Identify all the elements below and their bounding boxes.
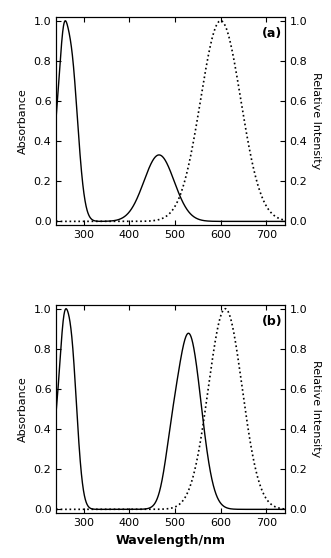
Y-axis label: Absorbance: Absorbance	[18, 376, 28, 442]
Text: (a): (a)	[262, 27, 282, 40]
Y-axis label: Relative Intensity: Relative Intensity	[311, 73, 321, 170]
X-axis label: Wavelength/nm: Wavelength/nm	[116, 534, 225, 547]
Y-axis label: Absorbance: Absorbance	[18, 88, 28, 154]
Y-axis label: Relative Intensity: Relative Intensity	[311, 360, 321, 458]
Text: (b): (b)	[262, 315, 282, 328]
